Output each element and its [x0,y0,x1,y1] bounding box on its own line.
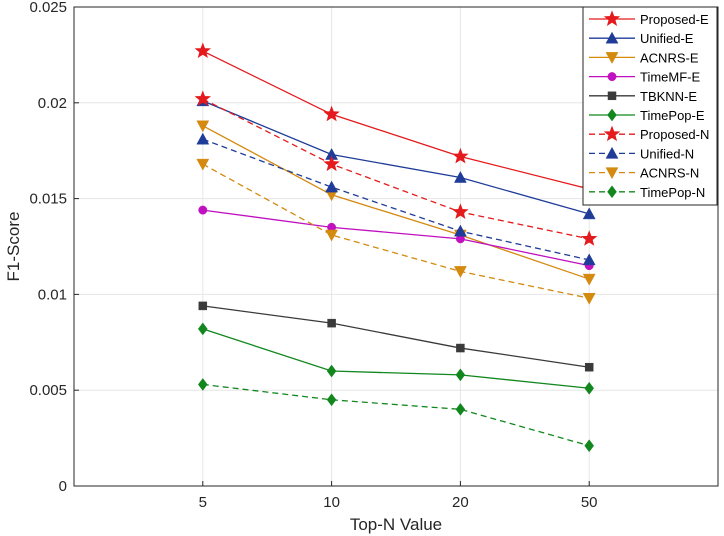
plot-frame [73,6,719,487]
series-unified-e [196,94,596,220]
legend-item-proposed-e: Proposed-E [589,10,709,27]
data-point-timepop-e [326,364,337,378]
data-point-tbknn-e [456,343,465,353]
data-point-unified-n [196,132,210,145]
data-point-proposed-n [194,90,211,106]
legend-marker [605,52,619,64]
series-line-timemf-e [202,209,590,267]
axis-ticks: 0 0.005 0.01 0.015 0.02 0.025 5 10 20 50 [29,0,597,511]
legend-label: TimePop-N [640,185,705,200]
data-point-unified-e [453,171,467,183]
y-axis-label: F1-Score [4,212,23,282]
series-line-unified-n [202,138,590,261]
data-point-proposed-n [581,230,598,246]
data-point-acnrs-n [196,158,210,171]
data-point-acnrs-n [325,229,339,242]
legend-item-unified-n: Unified-N [589,146,694,161]
series-acnrs-e [196,120,596,286]
data-point-acnrs-n [453,266,467,278]
series-unified-n [196,132,596,266]
legend-item-acnrs-n: ACNRS-N [589,166,699,181]
legend-label: ACNRS-E [640,50,699,65]
series-line-timepop-e [202,328,590,389]
data-point-unified-e [582,207,596,220]
legend-label: Unified-N [640,146,694,161]
legend-marker [605,146,619,159]
legend-marker [607,108,617,122]
x-tick-label: 20 [452,494,469,511]
x-tick-label: 10 [323,494,340,511]
series-line-acnrs-e [202,125,590,280]
legend-marker [607,185,617,199]
data-point-timepop-e [584,381,595,395]
series-line-unified-e [202,100,590,215]
legend-marker [603,10,621,26]
x-tick-label: 5 [199,494,207,511]
data-point-timemf-e [198,205,208,215]
y-tick-label: 0.02 [38,95,67,112]
data-point-unified-n [453,224,467,237]
y-tick-label: 0.01 [38,286,67,303]
legend-marker [605,167,619,180]
series-proposed-n [194,90,598,246]
series-lines [194,42,598,453]
series-timepop-e [197,322,595,395]
legend-marker [603,125,621,142]
series-tbknn-e [198,301,594,372]
legend-item-timepop-n: TimePop-N [589,185,705,200]
legend-item-timemf-e: TimeMF-E [589,70,701,85]
legend-label: Proposed-N [640,127,709,142]
legend: Proposed-E Unified-E ACNRS-E TimeMF-E TBKNN-… [582,6,718,206]
data-point-unified-n [582,253,596,266]
data-point-proposed-e [323,105,340,122]
x-axis-label: Top-N Value [350,515,442,534]
legend-label: TimeMF-E [640,70,701,85]
data-point-proposed-e [452,147,469,164]
legend-label: TimePop-E [640,108,705,123]
data-point-tbknn-e [584,362,594,372]
data-point-timepop-n [197,378,208,391]
series-line-proposed-n [202,98,590,240]
data-point-proposed-n [323,155,340,172]
series-line-proposed-e [202,50,590,190]
series-line-tbknn-e [202,305,590,368]
x-tick-label: 50 [581,494,598,511]
legend-item-acnrs-e: ACNRS-E [589,50,699,65]
legend-marker [605,31,619,44]
legend-label: ACNRS-N [640,166,699,181]
legend-label: Unified-E [640,31,694,46]
data-point-timepop-e [455,368,466,382]
legend-item-tbknn-e: TBKNN-E [589,89,697,104]
data-point-timepop-n [584,439,595,453]
y-tick-label: 0.025 [29,0,67,16]
y-tick-label: 0.005 [29,382,67,399]
data-point-timepop-n [326,393,337,407]
series-timepop-n [197,378,595,453]
data-point-proposed-n [452,203,469,219]
data-point-timepop-n [455,402,466,416]
legend-box [582,6,718,206]
legend-label: Proposed-E [640,12,709,27]
data-point-tbknn-e [327,318,336,328]
y-tick-label: 0.015 [29,191,67,208]
data-point-tbknn-e [198,301,208,311]
data-point-acnrs-e [196,120,210,133]
data-point-acnrs-n [582,292,596,305]
series-line-acnrs-n [202,163,590,299]
series-line-timepop-n [202,383,590,447]
legend-label: TBKNN-E [640,89,697,104]
legend-item-unified-e: Unified-E [589,31,694,46]
series-proposed-e [194,42,598,196]
data-point-proposed-e [194,42,211,59]
data-point-timepop-e [197,322,208,336]
data-point-unified-n [325,180,339,193]
legend-marker [607,91,617,101]
legend-item-timepop-e: TimePop-E [589,108,705,123]
y-tick-label: 0 [59,478,67,495]
legend-marker [607,72,617,82]
series-acnrs-n [196,158,596,305]
legend-item-proposed-n: Proposed-N [589,125,709,142]
data-point-acnrs-e [582,273,596,286]
